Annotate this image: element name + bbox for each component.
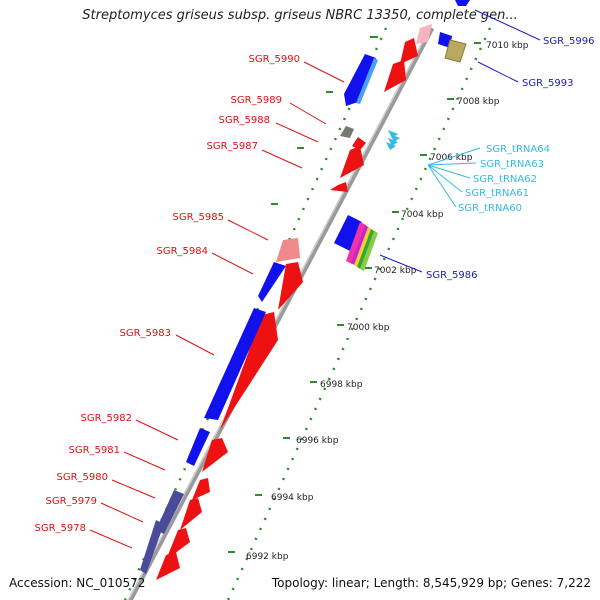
gene-5983-arrow[interactable] (220, 312, 278, 430)
gene-5981-arrow[interactable] (192, 478, 210, 500)
gene-label-sgr-5978: SGR_5978 (35, 523, 87, 534)
accession-text: Accession: NC_010572 (9, 576, 146, 590)
gene-label-sgr-5989: SGR_5989 (231, 95, 283, 106)
right-genes (334, 0, 470, 271)
gene-5993-block[interactable] (444, 39, 467, 63)
gene-5978-block[interactable] (140, 520, 164, 574)
gene-label-sgr-5984: SGR_5984 (157, 246, 209, 257)
gene-5990r-arrow[interactable] (384, 60, 406, 92)
scale-label-7002: 7002 kbp (374, 266, 417, 276)
gene-5980-arrow[interactable] (180, 498, 202, 530)
scale-label-6998: 6998 kbp (320, 380, 363, 390)
gene-5988r-arrow[interactable] (352, 137, 366, 150)
gene-label-sgr-5990: SGR_5990 (249, 54, 301, 65)
topology-text: Topology: linear; Length: 8,545,929 bp; … (271, 576, 591, 590)
scale-label-7000: 7000 kbp (347, 323, 390, 333)
scale-label-6994: 6994 kbp (271, 493, 314, 503)
gene-label-sgr-5988: SGR_5988 (219, 115, 271, 126)
gene-label-sgr-5985: SGR_5985 (173, 212, 225, 223)
gene-label-sgr-5980: SGR_5980 (57, 472, 109, 483)
gene-label-sgr-trna61: SGR_tRNA61 (465, 188, 529, 199)
scale-label-6996: 6996 kbp (296, 436, 339, 446)
gene-5987b-arrow[interactable] (330, 182, 348, 192)
gene-5987-arrow[interactable] (340, 146, 364, 178)
gene-label-sgr-trna62: SGR_tRNA62 (473, 174, 537, 185)
gene-5979-block[interactable] (156, 490, 184, 534)
right-leader-lines (379, 9, 541, 273)
gene-label-sgr-5981: SGR_5981 (69, 445, 121, 456)
scale-label-6992: 6992 kbp (246, 552, 289, 562)
scale-label-7004: 7004 kbp (401, 210, 444, 220)
gene-5982-arrow[interactable] (202, 438, 228, 472)
gene-label-sgr-5993: SGR_5993 (522, 78, 574, 89)
gene-5982-block[interactable] (186, 428, 210, 466)
gene-5990-block[interactable] (344, 54, 376, 106)
gene-top-pink[interactable] (416, 24, 432, 44)
gene-label-sgr-5979: SGR_5979 (46, 496, 98, 507)
gene-5990-stripe[interactable] (356, 58, 378, 104)
scale-label-7010: 7010 kbp (486, 41, 529, 51)
gene-5985-arrow[interactable] (276, 238, 300, 262)
gene-label-sgr-5986: SGR_5986 (426, 270, 478, 281)
gene-5983-block[interactable] (204, 308, 266, 420)
gene-5996-arrow[interactable] (455, 0, 470, 6)
left-leader-lines (89, 61, 345, 549)
gene-5979-arrow[interactable] (166, 528, 190, 560)
gene-label-sgr-5987: SGR_5987 (207, 141, 259, 152)
gene-label-sgr-5982: SGR_5982 (81, 413, 133, 424)
gene-5986-multicolor[interactable] (346, 222, 378, 271)
scale-label-7006: 7006 kbp (430, 153, 473, 163)
gene-5988-block[interactable] (340, 126, 354, 138)
reverse-genes (140, 54, 378, 574)
trna-cluster[interactable] (386, 130, 400, 150)
gene-5984-block[interactable] (258, 262, 286, 302)
gene-5984-arrow[interactable] (278, 262, 303, 310)
gene-5991-arrow[interactable] (400, 38, 418, 64)
gene-label-sgr-trna64: SGR_tRNA64 (486, 144, 550, 155)
gene-label-sgr-trna63: SGR_tRNA63 (480, 159, 544, 170)
scale-label-7008: 7008 kbp (457, 97, 500, 107)
backbone-line (127, 26, 435, 600)
gene-label-sgr-5996: SGR_5996 (543, 36, 595, 47)
map-title: Streptomyces griseus subsp. griseus NBRC… (82, 8, 518, 23)
scale-ticks (228, 36, 481, 553)
gene-5978-arrow[interactable] (156, 552, 180, 580)
gene-label-sgr-trna60: SGR_tRNA60 (458, 203, 522, 214)
gene-label-sgr-5983: SGR_5983 (120, 328, 172, 339)
forward-genes (156, 38, 418, 580)
